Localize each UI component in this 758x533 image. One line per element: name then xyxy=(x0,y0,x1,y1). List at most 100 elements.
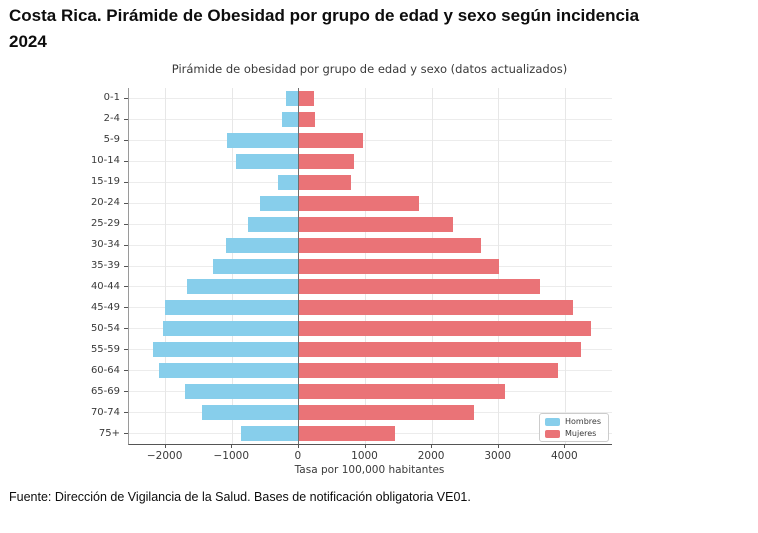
x-tick-label: −2000 xyxy=(146,450,183,462)
age-group-label: 15-19 xyxy=(90,176,120,188)
age-group-label: 20-24 xyxy=(90,197,120,209)
pyramid-bar-hombres-2-4 xyxy=(282,111,299,127)
pyramid-bar-mujeres-70-74 xyxy=(298,405,475,421)
pyramid-bar-mujeres-60-64 xyxy=(298,363,559,379)
v-gridline xyxy=(498,88,500,444)
pyramid-bar-hombres-45-49 xyxy=(164,300,299,316)
x-tick-label: 0 xyxy=(294,450,302,462)
legend: Hombres Mujeres xyxy=(539,413,609,442)
age-group-label: 25-29 xyxy=(90,218,120,230)
legend-label: Mujeres xyxy=(565,429,597,438)
x-tick-label: 4000 xyxy=(550,450,578,462)
y-tick-mark xyxy=(124,160,128,162)
pyramid-bar-hombres-75+ xyxy=(240,426,299,442)
age-group-label: 65-69 xyxy=(90,385,120,397)
y-tick-mark xyxy=(124,349,128,351)
legend-label: Hombres xyxy=(565,417,601,426)
age-group-label: 10-14 xyxy=(90,155,120,167)
age-group-label: 2-4 xyxy=(103,113,120,125)
pyramid-bar-mujeres-15-19 xyxy=(298,174,351,190)
y-tick-mark xyxy=(124,139,128,141)
x-tick-mark xyxy=(431,444,433,448)
y-tick-mark xyxy=(124,391,128,393)
pyramid-bar-hombres-60-64 xyxy=(158,363,299,379)
legend-swatch-icon xyxy=(545,417,561,426)
pyramid-bar-hombres-10-14 xyxy=(236,153,299,169)
age-group-label: 0-1 xyxy=(103,92,120,104)
age-group-label: 60-64 xyxy=(90,364,120,376)
x-tick-mark xyxy=(497,444,499,448)
pyramid-bar-mujeres-40-44 xyxy=(298,279,541,295)
legend-item-hombres: Hombres xyxy=(545,417,601,426)
plot-area: Hombres Mujeres xyxy=(128,88,612,445)
source-note: Fuente: Dirección de Vigilancia de la Sa… xyxy=(9,490,471,504)
pyramid-bar-hombres-55-59 xyxy=(152,342,299,358)
x-tick-label: −1000 xyxy=(213,450,250,462)
legend-item-mujeres: Mujeres xyxy=(545,429,601,438)
chart-title: Pirámide de obesidad por grupo de edad y… xyxy=(171,62,568,76)
x-tick-mark xyxy=(364,444,366,448)
page-title-line2: 2024 xyxy=(9,32,47,51)
pyramid-bar-hombres-30-34 xyxy=(225,237,299,253)
h-gridline xyxy=(129,181,612,183)
age-group-label: 5-9 xyxy=(103,134,120,146)
pyramid-bar-hombres-40-44 xyxy=(186,279,299,295)
x-tick-label: 2000 xyxy=(417,450,445,462)
page-title: Costa Rica. Pirámide de Obesidad por gru… xyxy=(9,3,749,55)
x-tick-mark xyxy=(564,444,566,448)
pyramid-bar-mujeres-45-49 xyxy=(298,300,574,316)
age-group-label: 70-74 xyxy=(90,406,120,418)
page-title-line1: Costa Rica. Pirámide de Obesidad por gru… xyxy=(9,6,640,25)
y-tick-mark xyxy=(124,244,128,246)
x-tick-label: 1000 xyxy=(351,450,378,462)
pyramid-bar-hombres-0-1 xyxy=(286,90,299,106)
pyramid-bar-hombres-20-24 xyxy=(259,195,299,211)
age-group-label: 30-34 xyxy=(90,239,120,251)
pyramid-bar-hombres-50-54 xyxy=(162,321,299,337)
pyramid-bar-mujeres-2-4 xyxy=(298,111,315,127)
h-gridline xyxy=(129,118,612,120)
age-group-label: 45-49 xyxy=(90,301,120,313)
y-tick-mark xyxy=(124,265,128,267)
x-tick-label: 3000 xyxy=(484,450,512,462)
y-tick-mark xyxy=(124,202,128,204)
age-group-label: 35-39 xyxy=(90,260,120,271)
pyramid-bar-mujeres-5-9 xyxy=(298,132,363,148)
x-tick-mark xyxy=(297,444,299,448)
pyramid-bar-hombres-35-39 xyxy=(212,258,299,274)
pyramid-bar-mujeres-55-59 xyxy=(298,342,582,358)
h-gridline xyxy=(129,139,612,141)
pyramid-bar-mujeres-65-69 xyxy=(298,384,505,400)
y-tick-mark xyxy=(124,97,128,99)
v-gridline xyxy=(165,88,167,444)
legend-swatch-icon xyxy=(545,429,561,438)
pyramid-bar-mujeres-35-39 xyxy=(298,258,499,274)
age-group-label: 40-44 xyxy=(90,280,120,292)
age-group-label: 75+ xyxy=(98,427,120,439)
pyramid-bar-hombres-65-69 xyxy=(184,384,299,400)
y-tick-mark xyxy=(124,370,128,372)
zero-axis-line xyxy=(298,88,300,444)
y-tick-mark xyxy=(124,181,128,183)
y-tick-mark xyxy=(124,412,128,414)
y-tick-mark xyxy=(124,328,128,330)
age-group-label: 55-59 xyxy=(90,343,120,355)
pyramid-bar-mujeres-30-34 xyxy=(298,237,481,253)
y-tick-mark xyxy=(124,286,128,288)
x-tick-mark xyxy=(231,444,233,448)
x-axis-label: Tasa por 100,000 habitantes xyxy=(294,464,445,476)
pyramid-bar-hombres-70-74 xyxy=(202,405,299,421)
pyramid-bar-mujeres-25-29 xyxy=(298,216,453,232)
y-tick-mark xyxy=(124,307,128,309)
pyramid-bar-mujeres-0-1 xyxy=(298,90,314,106)
pyramid-bar-mujeres-75+ xyxy=(298,426,396,442)
y-tick-mark xyxy=(124,223,128,225)
pyramid-bar-mujeres-10-14 xyxy=(298,153,355,169)
v-gridline xyxy=(564,88,566,444)
pyramid-bar-hombres-15-19 xyxy=(278,174,299,190)
pyramid-bar-hombres-5-9 xyxy=(226,132,299,148)
pyramid-bar-hombres-25-29 xyxy=(248,216,299,232)
x-tick-mark xyxy=(164,444,166,448)
pyramid-bar-mujeres-20-24 xyxy=(298,195,419,211)
y-tick-mark xyxy=(124,118,128,120)
